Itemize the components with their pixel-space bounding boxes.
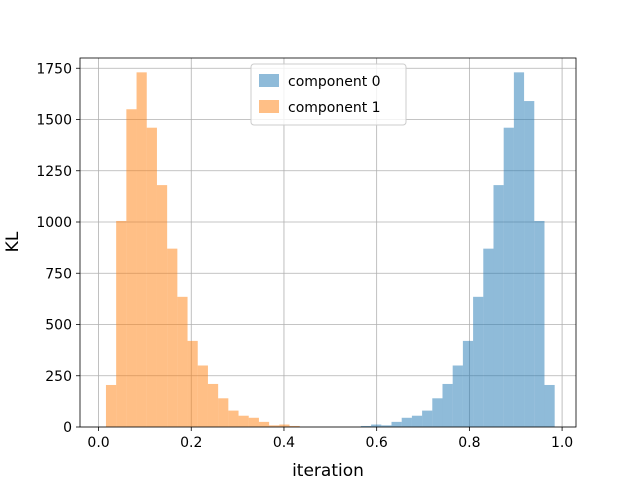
y-tick-label: 1750 (36, 61, 72, 77)
y-tick-label: 500 (45, 318, 72, 334)
bar-series-1 (126, 109, 137, 427)
legend-swatch (259, 74, 279, 87)
legend-box (250, 63, 407, 126)
bar-series-0 (381, 425, 392, 427)
bar-series-0 (432, 398, 443, 427)
bar-series-1 (116, 220, 127, 427)
legend-swatch (259, 100, 279, 113)
bar-series-1 (167, 248, 178, 427)
histogram-bars (105, 72, 555, 428)
bar-series-1 (289, 425, 300, 427)
bar-series-0 (503, 127, 514, 427)
x-tick-label: 1.0 (551, 435, 573, 451)
bar-series-1 (105, 384, 117, 427)
bar-series-0 (513, 72, 525, 427)
plot-frame (79, 57, 577, 428)
x-tick-label: 0.8 (458, 435, 480, 451)
bar-series-0 (524, 101, 535, 428)
bar-series-0 (493, 185, 504, 427)
legend-label: component 0 (288, 74, 381, 90)
legend-label: component 1 (288, 100, 381, 116)
x-tick-label: 0.2 (180, 435, 202, 451)
bar-series-0 (544, 384, 555, 427)
x-tick-label: 0.4 (273, 435, 295, 451)
legend: component 0 component 1 (250, 63, 407, 126)
bar-series-1 (248, 417, 259, 427)
bar-series-0 (534, 220, 545, 427)
y-tick-label: 1000 (36, 215, 72, 231)
bar-series-1 (146, 127, 157, 427)
bar-series-1 (269, 425, 280, 427)
y-axis-label: KL (3, 231, 23, 252)
x-tick-label: 0.6 (366, 435, 388, 451)
bar-series-1 (207, 383, 219, 427)
bar-series-1 (136, 72, 147, 427)
bar-series-1 (156, 185, 168, 427)
bar-series-0 (442, 383, 453, 427)
bar-series-0 (473, 296, 484, 427)
axis-ticks: 0.0 0.2 0.4 0.6 0.8 1.0 0 250 500 750 1000 1250 1500… (36, 61, 573, 451)
bar-series-0 (371, 424, 382, 427)
bar-series-0 (462, 340, 474, 427)
x-axis-label: iteration (292, 461, 364, 480)
bar-series-0 (401, 417, 412, 427)
x-tick-label: 0.0 (87, 435, 109, 451)
bar-series-1 (218, 398, 229, 427)
bar-series-0 (483, 248, 494, 427)
y-tick-label: 0 (63, 420, 72, 436)
bar-series-0 (411, 415, 423, 427)
bar-series-1 (258, 421, 270, 427)
y-tick-label: 1250 (36, 164, 72, 180)
y-tick-label: 750 (45, 266, 72, 282)
bar-series-1 (177, 296, 188, 427)
bar-series-1 (279, 424, 290, 427)
y-tick-label: 250 (45, 369, 72, 385)
bar-series-1 (187, 340, 198, 427)
bar-series-1 (197, 365, 208, 427)
bar-series-0 (452, 365, 463, 427)
bar-series-1 (228, 410, 239, 427)
bar-series-0 (391, 421, 402, 427)
bar-series-0 (422, 410, 433, 427)
bar-series-0 (360, 425, 372, 427)
y-tick-label: 1500 (36, 113, 72, 129)
bar-series-1 (238, 415, 249, 427)
